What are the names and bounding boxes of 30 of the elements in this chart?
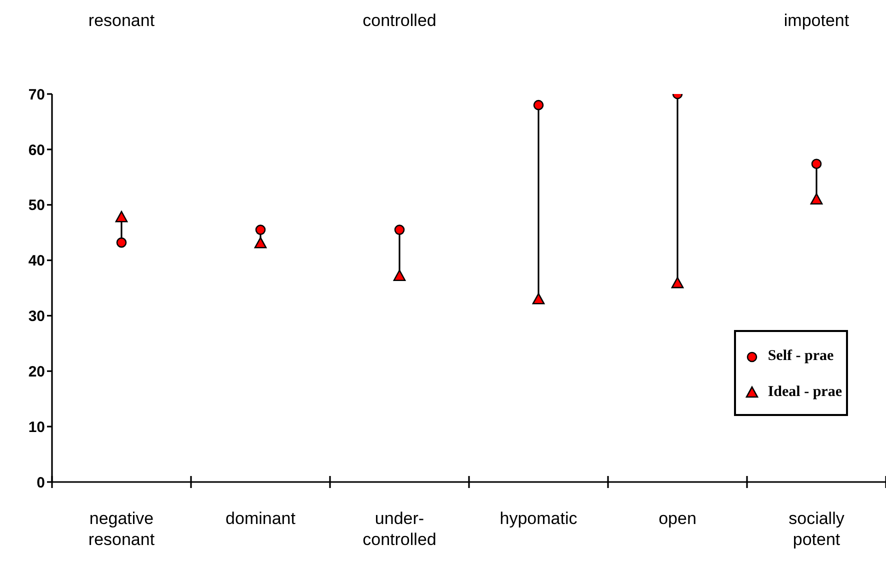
point <box>394 224 405 235</box>
point <box>671 276 684 288</box>
text: resonant <box>88 11 155 30</box>
text: impotent <box>784 11 850 30</box>
point <box>116 237 127 248</box>
y-tick-label: 0 <box>36 474 45 492</box>
y-tick-label: 50 <box>28 197 45 214</box>
x-tick-label: open <box>658 509 696 528</box>
point <box>810 193 823 205</box>
point <box>811 158 822 169</box>
y-tick-label: 60 <box>28 142 45 159</box>
y-tick-label: 10 <box>28 418 45 436</box>
x-tick-label: dominant <box>226 509 296 528</box>
y-tick-label: 20 <box>28 363 45 380</box>
point <box>254 237 267 248</box>
x-tick-label: negative resonant <box>88 509 155 549</box>
x-tick-label: under-controlled <box>362 509 436 549</box>
y-tick-label: 30 <box>28 308 45 326</box>
point <box>393 270 406 282</box>
legend-label: Ideal - prae <box>768 384 842 400</box>
legend-label: Self - prae <box>768 348 834 364</box>
y-tick-label: 70 <box>28 86 45 104</box>
text: controlled <box>362 11 436 30</box>
point <box>532 292 545 304</box>
x-tick-label: hypomatic <box>500 509 578 528</box>
point <box>255 224 266 235</box>
point <box>115 210 128 222</box>
point <box>533 100 544 110</box>
x-tick-label: socially potent <box>788 509 845 549</box>
y-tick-label: 40 <box>28 252 45 270</box>
